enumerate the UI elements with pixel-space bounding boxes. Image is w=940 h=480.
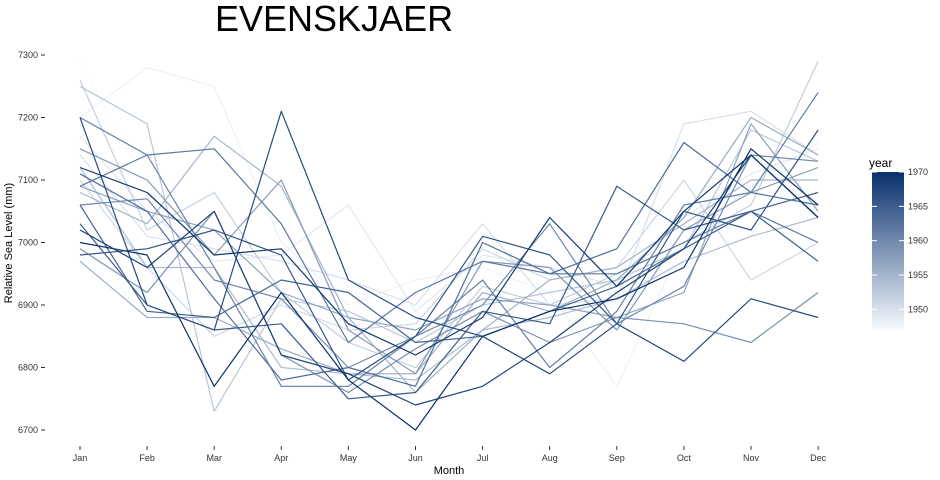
x-tick-label: Apr: [274, 453, 288, 463]
legend-tick-label: 1950: [908, 304, 928, 314]
y-tick-label: 6900: [18, 300, 38, 310]
series-line-1967: [79, 110, 819, 375]
y-tick-label: 7300: [18, 50, 38, 60]
x-axis-title: Month: [434, 465, 465, 477]
x-tick-label: Oct: [677, 453, 692, 463]
x-tick-label: Sep: [609, 453, 625, 463]
y-tick-label: 7200: [18, 113, 38, 123]
x-tick-label: Mar: [206, 453, 222, 463]
x-tick-label: Dec: [810, 453, 827, 463]
x-tick-label: Feb: [139, 453, 155, 463]
legend-tick-label: 1960: [908, 236, 928, 246]
x-tick-label: May: [340, 453, 358, 463]
x-tick-label: Jun: [408, 453, 423, 463]
x-tick-label: Aug: [542, 453, 558, 463]
y-tick-label: 6700: [18, 425, 38, 435]
y-axis-title: Relative Sea Level (mm): [3, 183, 15, 303]
series-lines-group: [79, 61, 819, 431]
series-line-1949: [79, 135, 819, 312]
legend-tick-label: 1970: [908, 167, 928, 177]
series-line-1961: [79, 92, 819, 387]
series-line-1950: [79, 110, 819, 306]
series-line-1960: [79, 154, 819, 369]
chart-title: EVENSKJAER: [215, 0, 454, 39]
series-line-1964: [79, 191, 819, 344]
series-line-1953: [79, 85, 819, 412]
x-tick-label: Jan: [73, 453, 88, 463]
y-tick-label: 6800: [18, 363, 38, 373]
legend-color-bar: [872, 172, 904, 330]
x-tick-label: Nov: [743, 453, 760, 463]
series-line-1959: [79, 210, 819, 394]
series-line-1963: [79, 141, 819, 387]
series-line-1955: [79, 135, 819, 394]
series-line-1956: [79, 116, 819, 375]
y-tick-label: 7100: [18, 175, 38, 185]
series-line-1969: [79, 154, 819, 356]
y-tick-label: 7000: [18, 238, 38, 248]
color-legend: 1950 1955 1960 1965 1970: [872, 167, 928, 330]
series-line-1958: [79, 148, 819, 375]
series-line-1970: [79, 148, 819, 431]
x-tick-label: Jul: [477, 453, 489, 463]
axes-group: 6700 6800 6900 7000 7100 7200 7300 Jan Feb Mar Apr…: [3, 50, 827, 477]
series-line-1947: [79, 61, 819, 325]
series-line-1962: [79, 148, 819, 344]
series-line-1966: [79, 129, 819, 381]
legend-tick-label: 1955: [908, 270, 928, 280]
series-line-1954: [79, 167, 819, 381]
legend-tick-label: 1965: [908, 201, 928, 211]
series-line-1968: [79, 154, 819, 406]
legend-title: year: [869, 156, 893, 170]
